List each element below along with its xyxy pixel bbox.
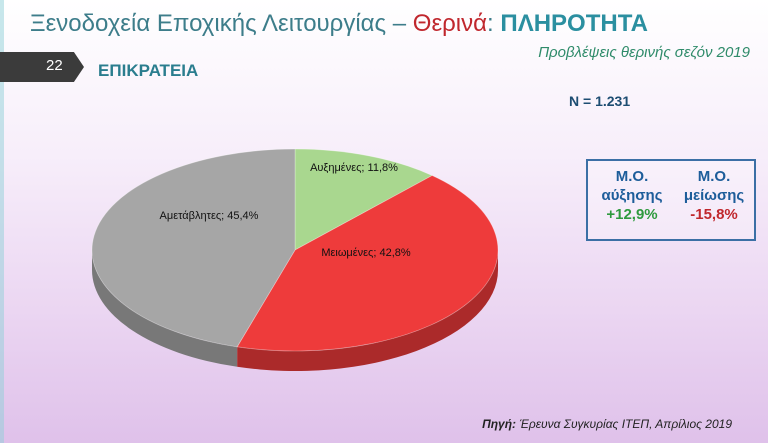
slice-unchanged-side xyxy=(92,250,238,367)
source-label: Πηγή: xyxy=(482,417,517,431)
slice-label-unchanged: Αμετάβλητες; 45,4% xyxy=(160,210,259,222)
average-increase: Μ.Ο. αύξησης +12,9% xyxy=(594,167,670,224)
average-decrease: Μ.Ο. μείωσης -15,8% xyxy=(676,167,752,224)
source-note: Πηγή: Έρευνα Συγκυρίας ΙΤΕΠ, Απρίλιος 20… xyxy=(482,417,732,431)
average-decrease-label-2: μείωσης xyxy=(683,187,745,204)
title-season: Θερινά xyxy=(412,10,488,37)
averages-box: Μ.Ο. αύξησης +12,9% Μ.Ο. μείωσης -15,8% xyxy=(586,159,756,241)
slide-number-badge xyxy=(0,52,84,82)
slice-label-decreased: Μειωμένες; 42,8% xyxy=(321,247,411,259)
accent-bar xyxy=(0,0,4,443)
title-separator: : xyxy=(487,10,501,37)
slice-label-increased: Αυξημένες; 11,8% xyxy=(310,162,398,174)
average-decrease-value: -15,8% xyxy=(690,206,738,223)
subtitle: Προβλέψεις θερινής σεζόν 2019 xyxy=(538,44,750,61)
average-increase-label-1: Μ.Ο. xyxy=(615,168,649,185)
slide-number: 22 xyxy=(46,57,63,74)
slice-decreased-side xyxy=(237,250,498,371)
average-decrease-label-1: Μ.Ο. xyxy=(697,168,731,185)
slice-unchanged xyxy=(91,148,296,348)
sample-size: N = 1.231 xyxy=(569,93,631,109)
page-title: Ξενοδοχεία Εποχικής Λειτουργίας – Θερινά… xyxy=(30,10,648,38)
title-topic: ΠΛΗΡΟΤΗΤΑ xyxy=(500,10,648,37)
source-text: Έρευνα Συγκυρίας ΙΤΕΠ, Απρίλιος 2019 xyxy=(516,417,732,431)
slice-decreased xyxy=(236,175,499,352)
average-increase-label-2: αύξησης xyxy=(601,187,663,204)
average-increase-value: +12,9% xyxy=(606,206,658,223)
region-heading: ΕΠΙΚΡΑΤΕΙΑ xyxy=(98,61,199,80)
title-prefix: Ξενοδοχεία Εποχικής Λειτουργίας – xyxy=(30,10,413,37)
slice-increased xyxy=(294,148,433,251)
